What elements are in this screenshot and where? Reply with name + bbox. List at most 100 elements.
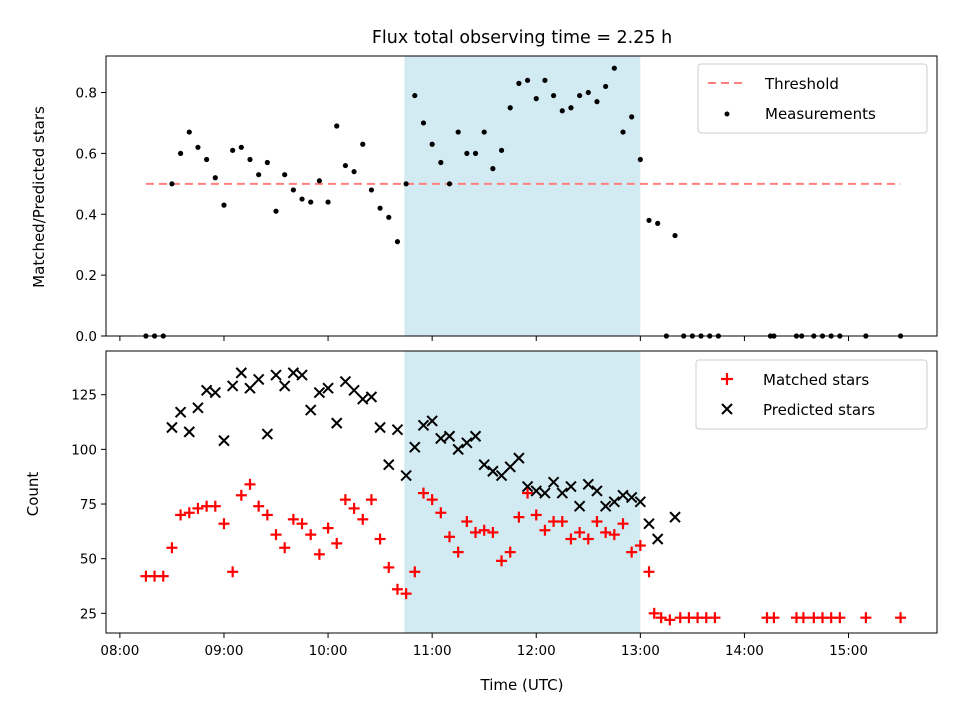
- x-diag-b: [218, 434, 230, 447]
- x-diag-b: [513, 452, 525, 464]
- x-diag-b: [339, 375, 352, 388]
- x-diag-b: [634, 496, 647, 508]
- predicted-star-point: [209, 386, 222, 399]
- predicted-star-point: [192, 402, 204, 414]
- x-diag-b: [582, 478, 594, 491]
- predicted-star-point: [357, 393, 369, 405]
- x-diag-b: [261, 428, 274, 440]
- matched-star-point: [860, 612, 872, 624]
- predicted-star-point: [261, 428, 274, 440]
- matched-star-point: [183, 507, 195, 519]
- predicted-star-point: [669, 511, 681, 523]
- measurement-point: [672, 232, 678, 239]
- predicted-star-point: [461, 437, 473, 449]
- x-diag-b: [443, 430, 456, 442]
- bottom-legend: Matched stars Predicted stars: [695, 359, 928, 430]
- predicted-star-point: [166, 421, 178, 434]
- x-diag-b: [530, 485, 542, 497]
- matched-star-point: [270, 529, 282, 541]
- measurement-point: [490, 166, 496, 172]
- predicted-star-point: [287, 367, 300, 379]
- x-diag-b: [244, 382, 256, 394]
- measurement-point: [429, 141, 435, 147]
- measurement-point: [360, 141, 366, 147]
- predicted-star-point: [374, 421, 386, 434]
- top-legend: Threshold Measurements: [697, 63, 928, 134]
- predicted-star-point: [426, 415, 438, 427]
- predicted-star-point: [651, 533, 664, 545]
- x-tick-label: 10:00: [309, 643, 348, 659]
- measurement-point: [464, 150, 470, 156]
- matched-star-point: [218, 518, 230, 530]
- predicted-star-point: [244, 382, 256, 394]
- matched-star-point: [374, 533, 386, 545]
- predicted-star-point: [435, 432, 447, 445]
- predicted-star-point: [348, 384, 360, 397]
- y-tick-label: 75: [80, 497, 97, 513]
- x-diag-b: [235, 367, 248, 379]
- predicted-star-point: [174, 406, 187, 418]
- measurement-point: [577, 92, 583, 99]
- measurement-point: [334, 123, 340, 129]
- predicted-star-point: [547, 476, 560, 488]
- matched-star-point: [634, 540, 646, 552]
- top-panel: 0.00.20.40.60.8 Matched/Predicted stars …: [30, 55, 938, 345]
- y-tick-label: 100: [71, 442, 97, 458]
- measurement-point: [212, 175, 218, 181]
- measurement-point: [238, 144, 244, 150]
- x-diag-b: [521, 480, 534, 493]
- predicted-star-point: [400, 469, 412, 482]
- top-x-ticks: [119, 336, 850, 341]
- matched-star-point: [556, 516, 568, 528]
- measurement-point: [230, 147, 236, 153]
- x-diag-b: [391, 423, 404, 436]
- x-diag-b: [400, 469, 412, 482]
- x-diag-b: [383, 458, 395, 471]
- x-diag-b: [617, 489, 629, 501]
- legend-measurements-swatch: [724, 111, 730, 117]
- predicted-star-point: [504, 461, 516, 473]
- matched-star-point: [175, 509, 187, 521]
- matched-star-point: [461, 516, 473, 528]
- measurement-points: [143, 65, 904, 339]
- measurement-point: [620, 129, 626, 135]
- matched-stars-points: [140, 478, 907, 626]
- matched-star-point: [487, 526, 499, 538]
- x-diag-b: [409, 441, 421, 453]
- y-tick-label: 0.6: [76, 146, 97, 162]
- measurement-point: [446, 181, 453, 187]
- matched-star-point: [522, 487, 534, 499]
- y-tick-label: 0.4: [76, 207, 97, 223]
- matched-star-point: [166, 542, 178, 554]
- matched-star-point: [664, 614, 676, 626]
- matched-star-point: [400, 588, 412, 600]
- predicted-star-point: [183, 426, 195, 438]
- predicted-star-point: [383, 458, 395, 471]
- measurement-point: [290, 187, 296, 193]
- x-diag-b: [357, 393, 369, 405]
- x-tick-label: 12:00: [517, 643, 556, 659]
- matched-star-point: [895, 612, 907, 624]
- predicted-star-point: [530, 485, 542, 497]
- matched-star-point: [513, 511, 525, 523]
- predicted-star-point: [591, 485, 603, 497]
- x-diag-b: [174, 406, 187, 418]
- measurement-point: [507, 105, 513, 111]
- measurement-point: [325, 199, 331, 205]
- matched-star-point: [452, 546, 464, 558]
- matched-star-point: [409, 566, 421, 578]
- x-diag-b: [417, 419, 430, 432]
- x-diag-b: [305, 404, 317, 416]
- predicted-star-point: [365, 391, 378, 403]
- x-tick-label: 13:00: [621, 643, 660, 659]
- x-diag-b: [669, 511, 681, 523]
- matched-star-point: [608, 529, 620, 541]
- top-y-axis-label: Matched/Predicted stars: [30, 106, 48, 288]
- matched-star-point: [383, 561, 395, 573]
- x-diag-b: [166, 421, 178, 434]
- measurement-point: [646, 217, 652, 223]
- matched-star-point: [435, 507, 447, 519]
- predicted-star-point: [252, 373, 265, 386]
- measurement-point: [342, 162, 349, 169]
- predicted-star-point: [617, 489, 629, 501]
